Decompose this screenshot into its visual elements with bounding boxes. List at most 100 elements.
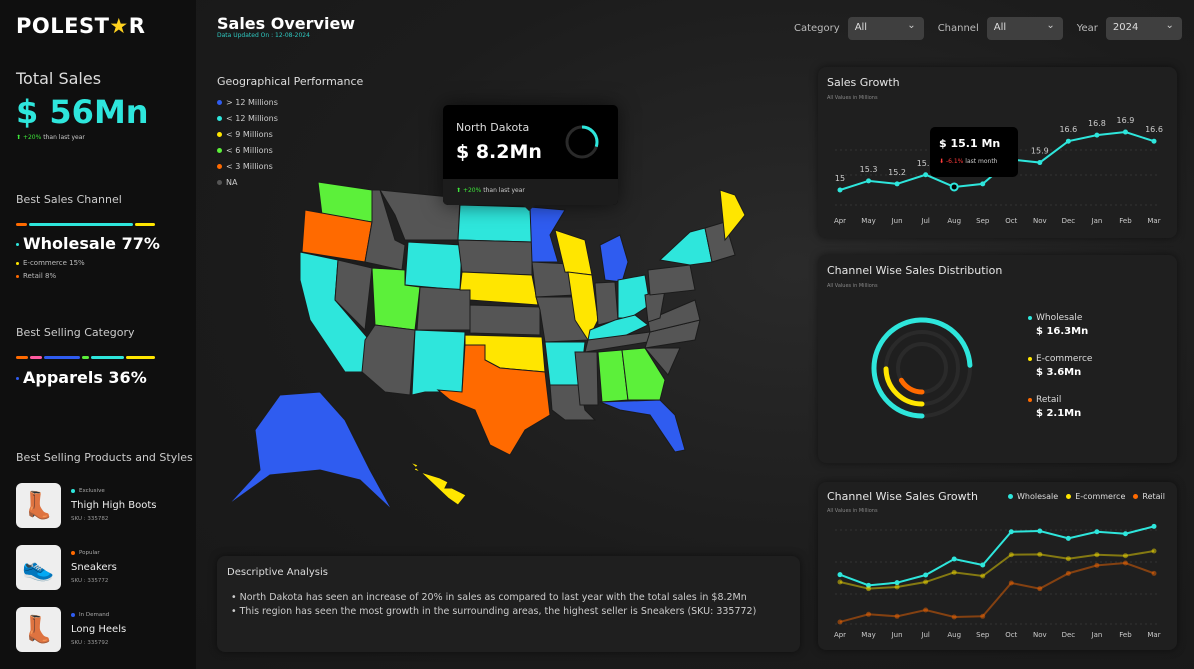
product-item[interactable]: 👟 Popular Sneakers SKU : 335772	[16, 545, 186, 595]
products-label: Best Selling Products and Styles	[16, 451, 193, 464]
total-sales-value: $ 56Mn	[16, 93, 149, 131]
tag-label: In Demand	[79, 612, 110, 618]
product-name: Long Heels	[71, 624, 127, 635]
down-arrow-icon: ⬇	[939, 158, 946, 165]
filter-channel-select[interactable]: All ⌄	[986, 17, 1063, 40]
analysis-bullet: • This region has seen the most growth i…	[231, 606, 757, 617]
state-south-dakota[interactable]	[457, 239, 533, 276]
tooltip-state: North Dakota	[456, 121, 530, 134]
page-title: Sales Overview	[217, 14, 356, 33]
state-texas[interactable]	[436, 344, 551, 456]
legend-dot	[1028, 315, 1032, 320]
map-tooltip: North Dakota $ 8.2Mn ⬆ +20% than last ye…	[443, 105, 618, 211]
legend-dot	[217, 180, 222, 185]
product-image: 👢	[16, 483, 61, 528]
legend-value: $ 3.6Mn	[1036, 367, 1082, 378]
state-florida[interactable]	[599, 399, 686, 453]
analysis-bullet: • North Dakota has seen an increase of 2…	[231, 592, 747, 603]
legend-dot	[217, 164, 222, 169]
legend-label: < 12 Millions	[226, 114, 278, 123]
state-mississippi[interactable]	[574, 351, 599, 406]
legend-item: < 6 Millions	[217, 146, 278, 162]
state-colorado[interactable]	[416, 286, 471, 331]
bullet-text: This region has seen the most growth in …	[239, 606, 757, 617]
legend-dot	[1028, 356, 1032, 361]
state-ohio[interactable]	[617, 274, 651, 319]
product-item[interactable]: 👢 In Demand Long Heels SKU : 335792	[16, 607, 186, 657]
channel-bar-segment	[28, 223, 133, 226]
filter-label-year: Year	[1076, 23, 1098, 34]
state-minnesota[interactable]	[529, 206, 566, 263]
tag-dot	[71, 488, 75, 493]
sg-tooltip-suffix: last month	[965, 158, 998, 165]
other-channel-item: E-commerce 15%	[16, 257, 85, 270]
state-pennsylvania[interactable]	[647, 264, 696, 296]
product-name: Thigh High Boots	[71, 500, 157, 511]
product-sku: SKU : 335792	[71, 640, 109, 646]
best-channel-name: Wholesale	[23, 234, 117, 253]
up-arrow-icon: ⬆	[456, 187, 463, 194]
legend-item: < 12 Millions	[217, 114, 278, 130]
best-channel-top: Wholesale 77%	[16, 234, 160, 253]
distribution-card: Channel Wise Sales Distribution All Valu…	[818, 255, 1177, 463]
state-alaska[interactable]	[227, 391, 393, 511]
change-pct: +20%	[22, 134, 42, 141]
state-north-dakota[interactable]	[457, 204, 533, 243]
state-michigan[interactable]	[599, 234, 629, 283]
data-updated: Data Updated On : 12-08-2024	[217, 32, 310, 39]
best-channel-label: Best Sales Channel	[16, 193, 122, 206]
distribution-title: Channel Wise Sales Distribution	[827, 264, 1003, 277]
polestar-logo[interactable]: POLEST★R	[16, 14, 145, 38]
chevron-down-icon: ⌄	[1165, 20, 1174, 31]
up-arrow-icon: ⬆	[16, 134, 23, 141]
state-nevada[interactable]	[334, 259, 373, 332]
filter-year-select[interactable]: 2024 ⌄	[1105, 17, 1182, 40]
tooltip-change-suffix: than last year	[483, 187, 525, 194]
legend-name-row: Wholesale	[1028, 313, 1148, 323]
tooltip-pointer	[523, 205, 535, 211]
legend-label: < 3 Millions	[226, 162, 273, 171]
analysis-card: Descriptive Analysis • North Dakota has …	[217, 556, 800, 652]
legend-label: Retail	[1142, 492, 1165, 501]
best-category-label: Best Selling Category	[16, 326, 135, 339]
state-georgia[interactable]	[621, 347, 666, 401]
state-arizona[interactable]	[361, 324, 416, 396]
state-maine[interactable]	[719, 189, 746, 242]
product-item[interactable]: 👢 Exclusive Thigh High Boots SKU : 335782	[16, 483, 186, 533]
tooltip-change-pct: +20%	[462, 187, 482, 194]
state-idaho[interactable]	[364, 189, 406, 271]
legend-name: Retail	[1036, 395, 1062, 405]
legend-name: Wholesale	[1036, 313, 1083, 323]
distribution-legend-item: E-commerce $ 3.6Mn	[1028, 354, 1148, 378]
channel-bar-segment	[134, 223, 155, 226]
state-wyoming[interactable]	[404, 241, 463, 291]
channel-bar-segment	[16, 223, 27, 226]
total-sales-label: Total Sales	[16, 69, 102, 88]
state-indiana[interactable]	[594, 281, 619, 326]
best-category-name: Apparels	[23, 368, 103, 387]
legend-item: > 12 Millions	[217, 98, 278, 114]
state-south-carolina[interactable]	[643, 347, 681, 376]
logo-text: POLEST	[16, 14, 110, 38]
legend-value: $ 16.3Mn	[1036, 326, 1089, 337]
tag-dot	[71, 550, 75, 555]
legend-item: < 3 Millions	[217, 162, 278, 178]
product-tag: Popular	[71, 550, 100, 556]
state-nebraska[interactable]	[459, 271, 539, 306]
state-new-york[interactable]	[658, 227, 713, 266]
geo-title: Geographical Performance	[217, 75, 364, 88]
state-new-mexico[interactable]	[411, 329, 466, 396]
product-tag: Exclusive	[71, 488, 105, 494]
best-channel-pct: 77%	[121, 234, 160, 253]
other-channel-item: Retail 8%	[16, 270, 85, 283]
legend-value: $ 2.1Mn	[1036, 408, 1082, 419]
product-sku: SKU : 335782	[71, 516, 109, 522]
legend-name-row: E-commerce	[1028, 354, 1148, 364]
tag-dot	[71, 612, 75, 617]
state-kansas[interactable]	[469, 304, 541, 336]
filter-category-select[interactable]: All ⌄	[847, 17, 924, 40]
sg-tooltip-value: $ 15.1 Mn	[939, 137, 1001, 150]
state-virginia[interactable]	[647, 299, 701, 333]
state-hawaii[interactable]	[409, 461, 467, 506]
